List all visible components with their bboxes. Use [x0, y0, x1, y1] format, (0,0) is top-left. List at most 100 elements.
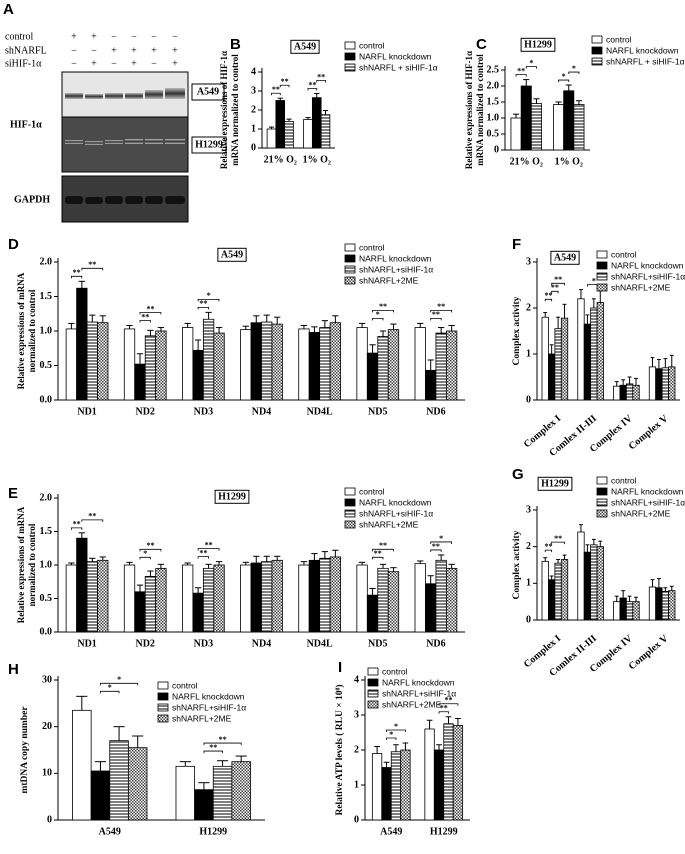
bar: [213, 564, 225, 633]
bar: [308, 331, 321, 401]
significance-label: **: [272, 85, 280, 94]
legend-swatch: [591, 46, 603, 55]
y-tick-label: 1.5: [40, 526, 53, 537]
x-tick-label: ND6: [426, 406, 445, 417]
legend-label: control: [359, 40, 385, 50]
legend-swatch: [596, 272, 608, 281]
significance-label: *: [439, 534, 443, 543]
bar: [554, 562, 562, 621]
significance-label: *: [394, 722, 398, 731]
legend-swatch: [367, 700, 379, 709]
sign: −: [151, 31, 157, 42]
legend-label: control: [611, 475, 637, 485]
bar: [445, 567, 458, 633]
bar: [311, 97, 322, 149]
significance-bracket: [372, 548, 394, 552]
significance-bracket: [551, 541, 565, 545]
legend-label: control: [382, 666, 408, 676]
significance-label: *: [529, 58, 533, 67]
x-tick-label: ND1: [77, 406, 96, 417]
legend-swatch: [344, 487, 356, 496]
legend-swatch: [596, 261, 608, 270]
bar: [250, 562, 262, 633]
y-axis-label: mtDNA copy number: [20, 706, 30, 794]
sign: +: [131, 58, 137, 69]
significance-label: **: [554, 275, 562, 284]
x-tick-label: ND5: [368, 638, 387, 649]
significance-label: **: [73, 268, 81, 277]
sign: +: [131, 45, 137, 56]
y-axis-label: Relative expressions of HIF-1α: [219, 51, 229, 169]
bar: [308, 559, 321, 633]
y-tick-label: 3: [251, 85, 256, 96]
y-axis-label: Relative expressions of mRNA: [16, 272, 26, 389]
significance-label: **: [209, 743, 217, 752]
x-tick-label: H1299: [430, 826, 458, 837]
bar: [548, 579, 556, 621]
significance-label: **: [281, 77, 289, 86]
panel-letter: D: [8, 236, 19, 253]
bar: [240, 564, 252, 633]
bar: [182, 327, 194, 401]
bar: [250, 322, 262, 401]
y-tick-label: 1.5: [487, 96, 500, 107]
y-tick-label: 3: [354, 709, 359, 720]
y-tick-label: 0.5: [40, 360, 53, 371]
significance-bracket: [81, 519, 104, 522]
bar: [553, 104, 565, 151]
significance-label: **: [379, 541, 387, 550]
significance-label: *: [562, 72, 566, 81]
significance-label: *: [389, 730, 393, 739]
bar: [613, 601, 621, 621]
sign: −: [71, 45, 77, 56]
y-tick-label: 1.5: [40, 291, 53, 302]
bar: [319, 327, 331, 401]
bar: [123, 564, 136, 633]
bar: [424, 728, 435, 821]
chart-title: H1299: [218, 491, 246, 502]
chart-title: A549: [554, 252, 576, 263]
significance-bracket: [307, 88, 318, 91]
legend-label: NARFL knockdown: [611, 260, 684, 270]
x-tick-label: ND2: [135, 638, 154, 649]
bar: [590, 544, 598, 621]
sign: +: [111, 45, 117, 56]
y-axis-label: Complex activity: [512, 530, 522, 599]
bar: [632, 384, 640, 401]
legend-label: NARFL knockdown: [359, 253, 432, 263]
blot-membrane: [61, 116, 189, 173]
legend-swatch: [367, 667, 379, 676]
bar: [371, 753, 383, 821]
sign: −: [172, 31, 178, 42]
significance-label: **: [440, 704, 448, 713]
label-box: [191, 136, 227, 154]
significance-bracket: [197, 306, 209, 310]
bar: [613, 385, 621, 401]
legend-swatch: [344, 276, 356, 285]
y-axis-label: Relative expressions of mRNA: [16, 506, 26, 623]
x-tick-label: ND4: [252, 638, 271, 649]
significance-bracket: [100, 682, 139, 686]
bar: [366, 352, 379, 401]
sign: −: [111, 58, 117, 69]
bar: [366, 594, 379, 633]
bar: [231, 761, 251, 821]
legend-label: shNARFL+siHIF-1α: [359, 264, 433, 274]
x-tick-label: 1% O₂: [303, 154, 331, 165]
x-tick-label: ND4L: [307, 406, 333, 417]
bar: [390, 751, 402, 821]
y-tick-label: 0: [354, 814, 359, 825]
bar: [400, 749, 411, 821]
loading-label: GAPDH: [14, 194, 50, 205]
sign: +: [71, 31, 77, 42]
x-tick-label: 21% O₂: [264, 154, 297, 165]
significance-label: **: [88, 512, 96, 521]
chart-title: A549: [294, 41, 316, 52]
title-box: [537, 476, 573, 491]
x-tick-label: ND1: [77, 638, 96, 649]
legend-swatch: [344, 498, 356, 507]
significance-label: *: [592, 276, 596, 285]
protein-label: HIF-1α: [10, 119, 42, 130]
x-tick-label: 1% O₂: [555, 156, 583, 167]
bar: [387, 329, 400, 401]
